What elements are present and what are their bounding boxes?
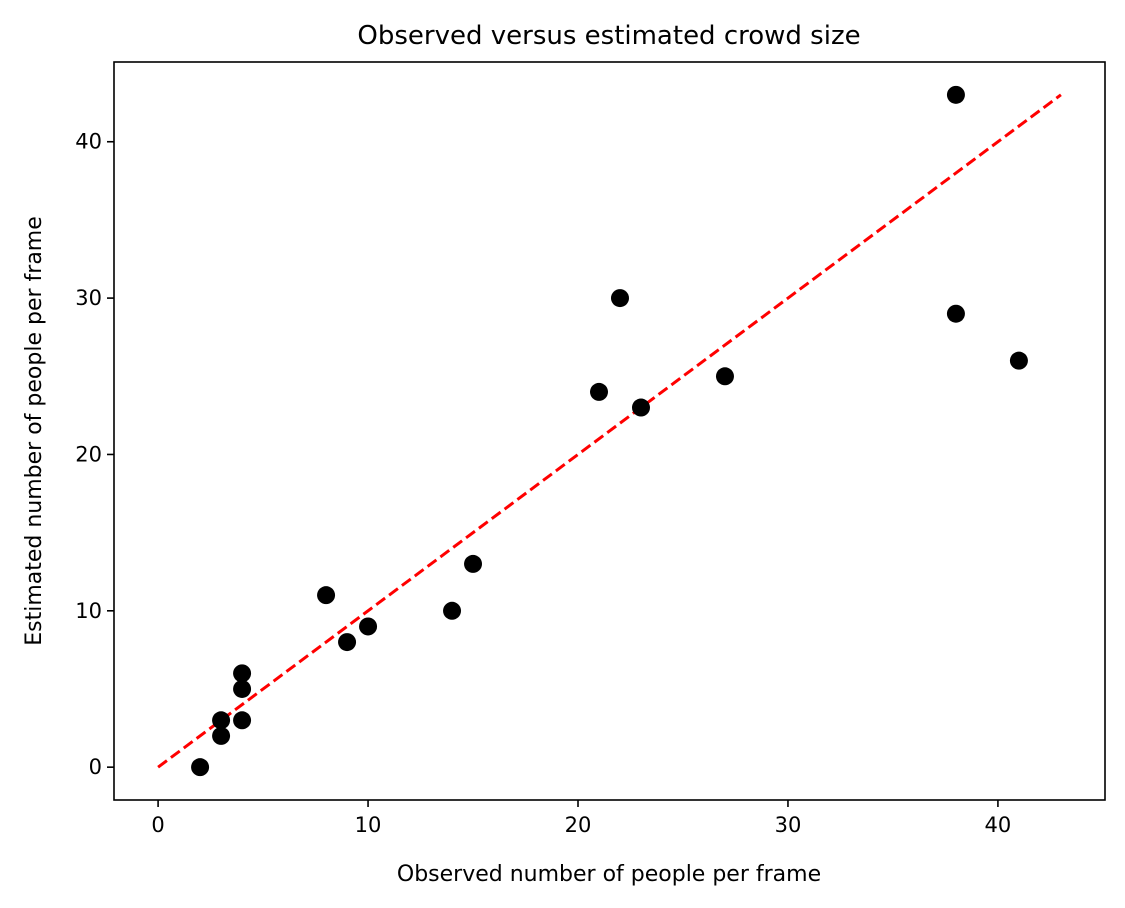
data-point — [317, 586, 336, 605]
x-tick-label: 30 — [775, 813, 802, 837]
y-tick-label: 20 — [75, 442, 102, 466]
y-tick-label: 10 — [75, 599, 102, 623]
data-point — [212, 711, 231, 730]
data-point — [590, 382, 609, 401]
x-axis-label: Observed number of people per frame — [397, 862, 821, 887]
x-tick-label: 10 — [355, 813, 382, 837]
points-layer — [191, 85, 1028, 777]
data-point — [715, 367, 734, 386]
reference-line-layer — [157, 93, 1062, 769]
data-point — [191, 758, 210, 777]
data-point — [946, 85, 965, 104]
data-point — [212, 726, 231, 745]
x-axis-ticks: 0 10 20 30 40 — [151, 800, 1011, 837]
data-point — [464, 554, 483, 573]
data-point — [610, 289, 629, 308]
plot-area-frame — [113, 61, 1106, 801]
data-point — [946, 304, 965, 323]
data-point — [233, 664, 252, 683]
data-point — [338, 633, 357, 652]
data-point — [1009, 351, 1028, 370]
x-tick-label: 0 — [151, 813, 164, 837]
y-axis-label: Estimated number of people per frame — [22, 216, 47, 646]
y-tick-label: 40 — [75, 130, 102, 154]
x-tick-label: 20 — [565, 813, 592, 837]
x-tick-label: 40 — [985, 813, 1012, 837]
y-tick-label: 30 — [75, 286, 102, 310]
data-point — [359, 617, 378, 636]
data-point — [233, 679, 252, 698]
y-tick-label: 0 — [89, 755, 102, 779]
reference-line — [157, 93, 1062, 769]
data-point — [631, 398, 650, 417]
chart-title: Observed versus estimated crowd size — [357, 21, 860, 51]
y-axis-ticks: 0 10 20 30 40 — [75, 130, 114, 779]
data-point — [443, 601, 462, 620]
data-point — [233, 711, 252, 730]
